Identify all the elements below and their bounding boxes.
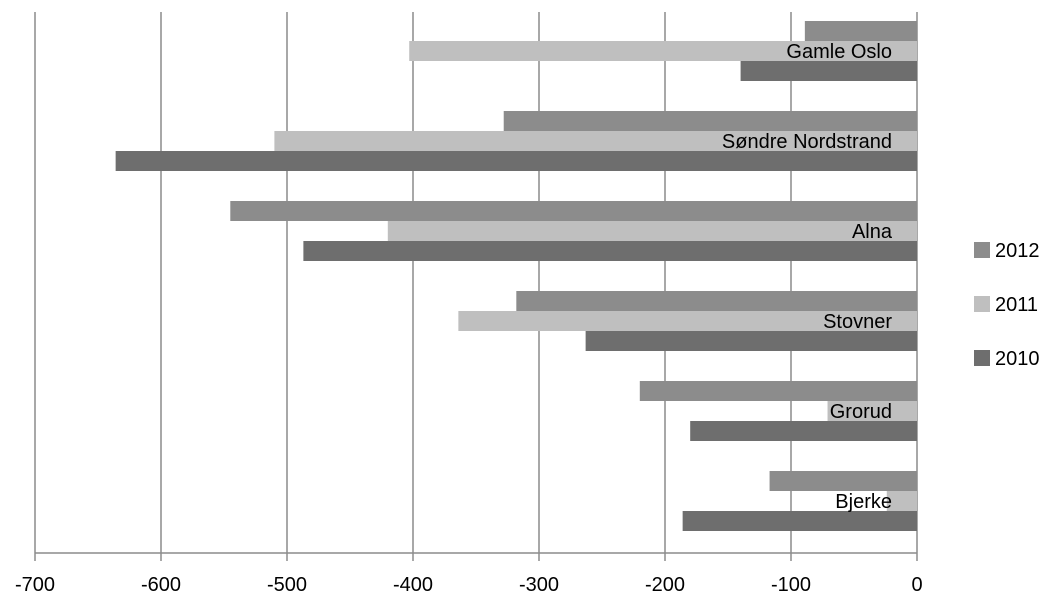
x-tick-label: -300 — [519, 574, 559, 596]
bar-2010-grorud — [690, 421, 917, 441]
x-tick-label: -100 — [771, 574, 811, 596]
bar-2010-stovner — [585, 331, 917, 351]
category-labels: Gamle Oslo Søndre Nordstrand Alna Stovner Gr… — [722, 41, 893, 513]
legend-label: 2011 — [995, 294, 1038, 316]
bar-2012-grorud — [639, 381, 917, 401]
legend-label: 2010 — [995, 348, 1040, 370]
x-tick-label: -400 — [393, 574, 433, 596]
gridlines — [34, 12, 918, 553]
bars — [115, 21, 918, 531]
bar-2011-stovner — [458, 311, 917, 331]
bar-2010-bjerke — [682, 511, 917, 531]
category-label: Gamle Oslo — [786, 41, 892, 63]
bar-2012-gamle-oslo — [804, 21, 917, 41]
category-label: Bjerke — [835, 491, 892, 513]
bar-2010-gamle-oslo — [740, 61, 917, 81]
bar-2011-alna — [387, 221, 917, 241]
x-tick-label: -700 — [15, 574, 55, 596]
legend: 2012 2011 2010 — [974, 240, 1040, 370]
bar-2012-alna — [230, 201, 918, 221]
x-tick-label: -600 — [141, 574, 181, 596]
bar-2011-grorud — [827, 401, 917, 421]
category-label: Stovner — [823, 311, 892, 333]
x-tick-label: 0 — [911, 574, 922, 596]
bar-2011-gamle-oslo — [409, 41, 917, 61]
bar-2011-søndre-nordstrand — [274, 131, 917, 151]
legend-swatch-2010 — [974, 350, 990, 366]
bar-2010-søndre-nordstrand — [115, 151, 917, 171]
bar-2011-bjerke — [886, 491, 917, 511]
bar-2012-stovner — [516, 291, 917, 311]
x-axis: -700 -600 -500 -400 -300 -200 -100 0 — [15, 552, 923, 596]
bar-2012-bjerke — [769, 471, 917, 491]
bar-2010-alna — [303, 241, 917, 261]
legend-label: 2012 — [995, 240, 1040, 262]
category-label: Alna — [852, 221, 893, 243]
category-label: Grorud — [830, 401, 892, 423]
x-tick-label: -200 — [645, 574, 685, 596]
category-label: Søndre Nordstrand — [722, 131, 892, 153]
legend-swatch-2011 — [974, 296, 990, 312]
bar-2012-søndre-nordstrand — [503, 111, 917, 131]
legend-swatch-2012 — [974, 242, 990, 258]
x-tick-label: -500 — [267, 574, 307, 596]
